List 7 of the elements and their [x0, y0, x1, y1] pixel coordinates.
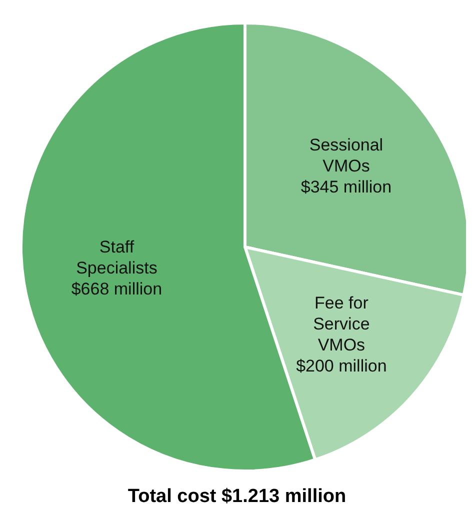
slice-label: Staff Specialists	[76, 237, 158, 278]
text: Total cost $1.213 million	[126, 486, 348, 508]
data-label: $668 million	[71, 279, 162, 298]
data-label: $345 million	[300, 177, 392, 196]
data-label: $200 million	[296, 356, 387, 376]
slice-label: Sessional VMOs	[309, 135, 384, 176]
slice-label: Fee for Service VMOs	[313, 293, 370, 354]
